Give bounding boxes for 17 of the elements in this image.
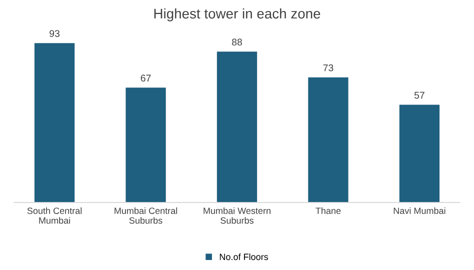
chart-title: Highest tower in each zone <box>154 8 320 22</box>
bar <box>216 52 258 202</box>
bar <box>126 88 166 202</box>
bar <box>34 43 75 202</box>
bar <box>399 104 440 202</box>
legend-label: No.of Floors <box>220 253 268 260</box>
data-label: 57 <box>414 92 424 99</box>
data-label: 73 <box>323 64 334 72</box>
data-label: 67 <box>140 74 151 82</box>
data-label: 93 <box>50 30 60 37</box>
x-tick-label: Thane <box>316 207 341 214</box>
x-tick-label: South Central Mumbai <box>27 207 82 224</box>
x-tick-label: Navi Mumbai <box>394 207 446 214</box>
x-tick-label: Mumbai Western Suburbs <box>204 207 270 224</box>
bar <box>308 77 348 202</box>
data-label: 88 <box>232 38 242 46</box>
x-tick-label: Mumbai Central Suburbs <box>114 207 178 224</box>
